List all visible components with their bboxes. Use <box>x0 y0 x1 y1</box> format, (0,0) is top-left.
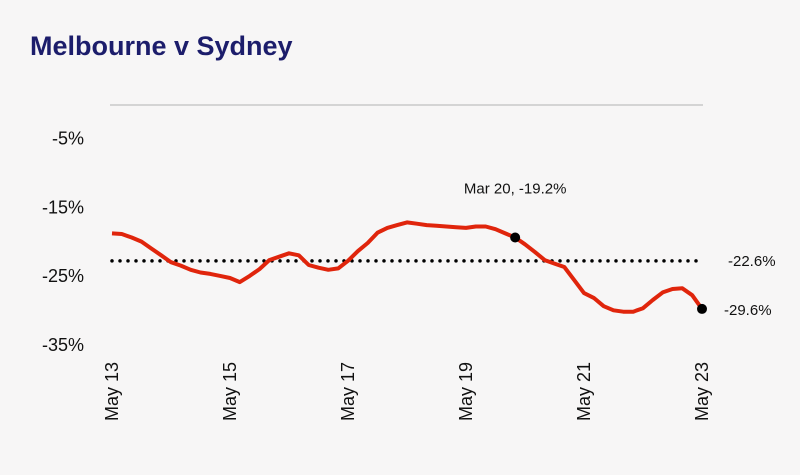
chart-title: Melbourne v Sydney <box>30 31 293 61</box>
line <box>111 220 704 314</box>
x-tick-label: May 13 <box>102 362 122 421</box>
data-label: Mar 20, -19.2% <box>464 180 567 197</box>
data-label: -29.6% <box>724 302 772 319</box>
x-tick-label: May 19 <box>456 362 476 421</box>
y-tick-label: -15% <box>42 197 84 217</box>
point-marker <box>510 232 521 243</box>
y-tick-label: -35% <box>42 335 84 355</box>
x-tick-label: May 15 <box>220 362 240 421</box>
x-tick-label: May 17 <box>338 362 358 421</box>
x-tick-label: May 21 <box>574 362 594 421</box>
point-marker <box>697 303 707 314</box>
y-tick-label: -5% <box>52 129 84 149</box>
reference-label: -22.6% <box>728 253 776 270</box>
x-tick-label: May 23 <box>692 362 712 421</box>
y-tick-label: -25% <box>42 266 84 286</box>
